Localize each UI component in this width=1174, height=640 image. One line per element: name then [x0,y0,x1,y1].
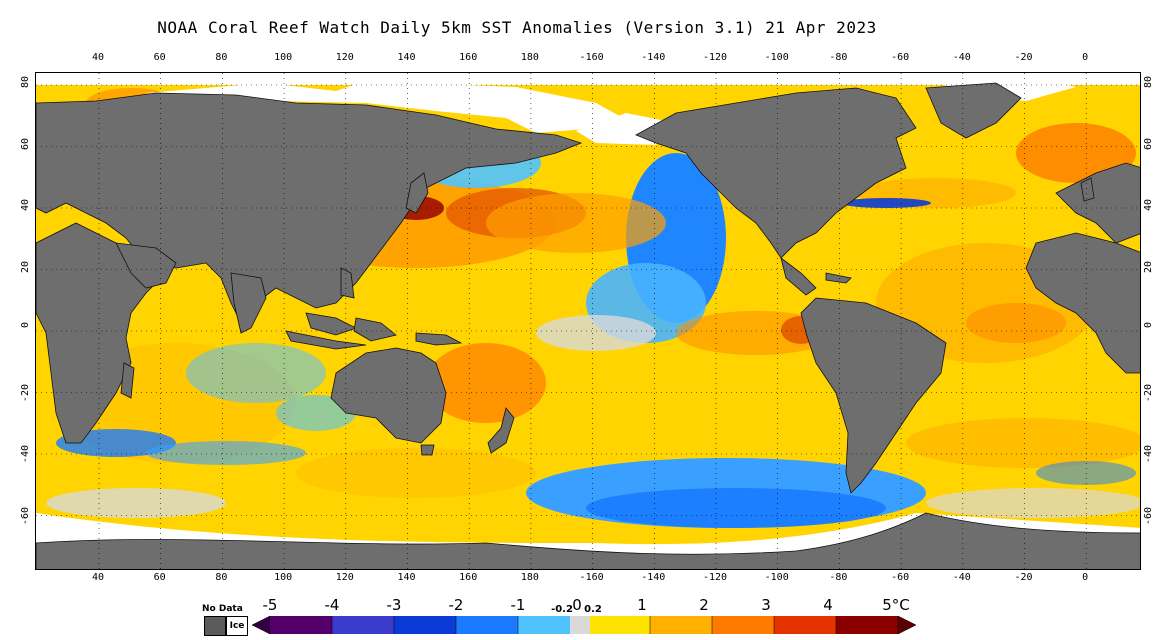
lat-tick-label: 0 [1143,322,1154,329]
lon-tick-label: 100 [274,572,293,583]
colorbar-label: -4 [324,596,340,614]
lon-tick-label: 0 [1082,572,1089,583]
colorbar-label: 0 [572,596,582,614]
lon-tick-label: 100 [274,52,293,63]
graticule-grid [36,73,1140,569]
lon-tick-label: -100 [764,572,789,583]
lat-ticks-left: 80 60 40 20 0 -20 -40 -60 [20,72,34,570]
lon-tick-label: -140 [641,572,666,583]
lon-tick-label: -160 [579,52,604,63]
lon-tick-label: 140 [397,52,416,63]
map-title: NOAA Coral Reef Watch Daily 5km SST Anom… [157,18,877,37]
lat-tick-label: -20 [1143,383,1154,402]
lat-tick-label: -40 [20,445,31,464]
lon-tick-label: 180 [520,52,539,63]
lon-tick-label: 80 [215,52,228,63]
lon-tick-label: 120 [335,572,354,583]
lon-tick-label: 60 [153,572,166,583]
no-data-label: No Data [202,604,243,614]
colorbar-label: -2 [448,596,464,614]
lon-tick-label: -160 [579,572,604,583]
lon-tick-label: -140 [641,52,666,63]
lat-ticks-right: 80 60 40 20 0 -20 -40 -60 [1143,72,1157,570]
lon-tick-label: 40 [91,52,105,63]
lon-tick-label: 40 [91,572,105,583]
lat-tick-label: 40 [20,199,31,212]
color-scale-legend: No Data Ice -5 -4 -3 -2 -1 -0.2 0 0.2 1 2 3 4 5°C [200,596,920,638]
colorbar-label: 5°C [882,596,910,614]
lon-tick-label: 60 [153,52,166,63]
lon-tick-label: -40 [952,572,971,583]
map-canvas [36,73,1140,569]
colorbar-label: 3 [761,596,771,614]
lon-ticks-bottom: 40 60 80 100 120 140 160 180 -160 -140 -120 -100 -80… [0,572,1174,586]
lat-tick-label: -60 [1143,506,1154,525]
lat-tick-label: 60 [1143,137,1154,150]
no-data-swatch [204,616,226,636]
lon-tick-label: 160 [459,52,478,63]
lon-tick-label: 80 [215,572,228,583]
lat-tick-label: 0 [20,322,31,329]
colorbar-label: 0.2 [584,604,602,615]
colorbar-label: 2 [699,596,709,614]
colorbar-label: -5 [262,596,278,614]
lon-tick-label: -80 [829,572,848,583]
lon-tick-label: -40 [952,52,971,63]
lon-tick-label: -100 [764,52,789,63]
lon-tick-label: -120 [702,572,728,583]
lat-tick-label: 60 [20,137,31,150]
land-masses [36,82,1140,569]
lat-tick-label: -60 [20,506,31,525]
lon-tick-label: 160 [459,572,478,583]
lon-tick-label: -60 [891,52,910,63]
lon-tick-label: -120 [702,52,728,63]
colorbar-label: 4 [823,596,833,614]
colorbar-label: -1 [510,596,526,614]
lat-tick-label: 40 [1143,199,1154,212]
lat-tick-label: -40 [1143,445,1154,464]
colorbar-label: -0.2 [551,604,573,615]
lon-tick-label: 0 [1082,52,1089,63]
lon-tick-label: 140 [397,572,416,583]
lon-tick-label: 120 [335,52,354,63]
lon-tick-label: 180 [520,572,539,583]
lat-tick-label: 80 [1143,76,1154,89]
colorbar [252,616,916,634]
lon-ticks-top: 40 60 80 100 120 140 160 180 -160 -140 -120 -100 -80… [0,52,1174,66]
colorbar-label: -3 [386,596,402,614]
lat-tick-label: 80 [20,76,31,89]
lat-tick-label: -20 [20,383,31,402]
lon-tick-label: -60 [891,572,910,583]
lon-tick-label: -20 [1014,572,1033,583]
lon-tick-label: -20 [1014,52,1033,63]
ice-swatch: Ice [226,616,248,636]
colorbar-label: 1 [637,596,647,614]
lon-tick-label: -80 [829,52,848,63]
sst-anomaly-map [35,72,1141,570]
lat-tick-label: 20 [20,260,31,273]
lat-tick-label: 20 [1143,260,1154,273]
